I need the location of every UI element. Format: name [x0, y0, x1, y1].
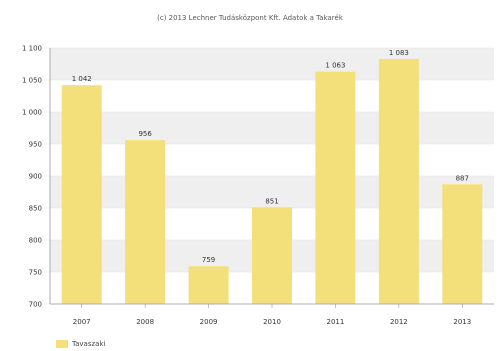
y-tick-label: 700 — [29, 301, 42, 309]
x-tick-label: 2009 — [200, 318, 218, 326]
x-tick-label: 2007 — [73, 318, 91, 326]
y-tick-label: 1 100 — [22, 45, 42, 53]
chart-caption: (c) 2013 Lechner Tudásközpont Kft. Adato… — [157, 14, 343, 22]
bar — [61, 85, 102, 305]
y-tick-label: 1 000 — [22, 109, 42, 117]
y-tick-label: 750 — [29, 269, 42, 277]
x-tick-label: 2010 — [263, 318, 281, 326]
x-axis: 2007 2008 2009 2010 2011 2012 2013 — [50, 303, 494, 326]
x-tick-label: 2008 — [136, 318, 154, 326]
grid-band — [50, 176, 494, 208]
value-label: 1 083 — [389, 49, 409, 57]
bar — [252, 207, 292, 304]
y-tick-label: 800 — [29, 237, 42, 245]
value-label: 887 — [456, 174, 469, 182]
grid-band — [50, 48, 494, 80]
y-tick-label: 1 050 — [22, 77, 42, 85]
value-label-group: 1 042 956 759 851 1 063 1 083 887 — [72, 49, 469, 264]
y-axis: 700 750 800 850 900 950 1 000 1 050 1 100 — [22, 45, 51, 309]
y-tick-label: 850 — [29, 205, 42, 213]
legend: Tavaszaki — [56, 339, 105, 349]
bar-group — [61, 58, 483, 305]
legend-swatch — [56, 340, 68, 348]
value-label: 1 063 — [325, 62, 345, 70]
bar — [315, 71, 356, 305]
value-label: 851 — [265, 197, 278, 205]
x-tick-label: 2012 — [390, 318, 408, 326]
bar — [442, 184, 483, 304]
y-tick-label: 950 — [29, 141, 42, 149]
x-tick-label: 2011 — [327, 318, 345, 326]
bar — [378, 58, 419, 304]
bar — [125, 140, 166, 304]
legend-label: Tavaszaki — [72, 340, 106, 348]
x-tick-label: 2013 — [453, 318, 471, 326]
grid-band — [50, 112, 494, 144]
bar — [188, 266, 229, 304]
value-label: 956 — [138, 130, 152, 138]
value-label: 1 042 — [72, 75, 92, 83]
y-tick-label: 900 — [29, 173, 42, 181]
value-label: 759 — [202, 256, 215, 264]
